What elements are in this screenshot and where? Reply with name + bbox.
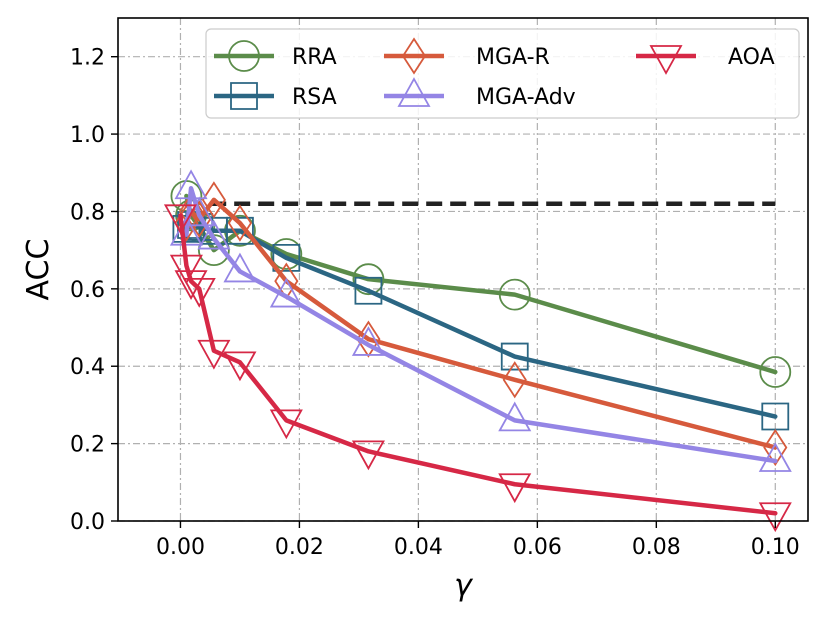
ticks-layer: 0.00 0.02 0.04 0.06 0.08 0.10 0.0 0.2 0.4 0.6 0.8 1… bbox=[70, 46, 800, 560]
legend-marker bbox=[228, 40, 260, 72]
data-point-mga-adv bbox=[351, 326, 385, 356]
y-axis-label: ACC bbox=[21, 239, 56, 301]
data-point-aoa bbox=[174, 270, 208, 300]
y-tick-label: 1.0 bbox=[70, 123, 105, 148]
x-tick-label: 0.04 bbox=[394, 535, 443, 560]
legend-entry-rsa: RSA bbox=[214, 82, 337, 110]
legend-label: AOA bbox=[728, 45, 775, 70]
data-point-mga-adv bbox=[269, 277, 303, 308]
data-point-mga-adv bbox=[197, 219, 231, 250]
x-tick-label: 0.00 bbox=[156, 535, 205, 560]
plot-frame bbox=[117, 17, 809, 522]
data-point-mga-r bbox=[502, 361, 527, 399]
series-mga-r bbox=[174, 181, 788, 467]
series-layer bbox=[163, 169, 792, 533]
data-point-rra bbox=[270, 238, 303, 270]
data-point-aoa bbox=[182, 277, 216, 308]
y-tick-label: 0.0 bbox=[70, 510, 105, 535]
data-point-rra bbox=[759, 356, 792, 388]
data-point-mga-r bbox=[763, 428, 788, 467]
data-point-mga-adv bbox=[223, 252, 257, 283]
legend-entry-mga-adv: MGA-Adv bbox=[384, 77, 576, 110]
legend-marker bbox=[397, 77, 431, 107]
legend-marker bbox=[649, 45, 683, 75]
series-line-mga-adv bbox=[184, 185, 778, 464]
y-tick-label: 0.6 bbox=[70, 278, 105, 303]
series-line-rra bbox=[184, 193, 778, 375]
data-point-rra bbox=[498, 278, 531, 311]
data-point-rsa bbox=[761, 402, 790, 431]
data-point-aoa bbox=[269, 409, 303, 440]
legend-entry-rra: RRA bbox=[214, 40, 337, 72]
data-point-aoa bbox=[163, 204, 197, 235]
legend-marker bbox=[401, 37, 427, 75]
legend-label: MGA-R bbox=[476, 45, 550, 70]
x-axis-label: γ bbox=[454, 568, 474, 603]
series-mga-adv bbox=[169, 169, 792, 472]
x-tick-label: 0.06 bbox=[513, 535, 562, 560]
data-point-aoa bbox=[758, 502, 792, 533]
data-point-mga-adv bbox=[174, 169, 208, 200]
series-line-mga-r bbox=[184, 197, 778, 450]
data-point-rsa bbox=[226, 216, 254, 245]
series-line-rsa bbox=[184, 222, 778, 419]
data-point-mga-r bbox=[227, 204, 253, 242]
data-point-mga-r bbox=[356, 320, 381, 358]
legend-label: MGA-Adv bbox=[476, 85, 576, 110]
legend-box bbox=[205, 28, 800, 119]
x-tick-label: 0.08 bbox=[632, 535, 681, 560]
y-tick-label: 1.2 bbox=[70, 46, 105, 71]
data-point-aoa bbox=[351, 440, 385, 471]
data-point-rsa bbox=[354, 276, 383, 305]
legend-entry-mga-r: MGA-R bbox=[384, 37, 550, 75]
data-point-aoa bbox=[223, 351, 257, 382]
data-point-rra bbox=[352, 263, 385, 296]
legend-label: RRA bbox=[292, 45, 337, 70]
data-point-mga-adv bbox=[758, 442, 792, 472]
x-tick-label: 0.10 bbox=[751, 535, 800, 560]
y-tick-label: 0.4 bbox=[70, 355, 105, 380]
data-point-aoa bbox=[197, 339, 231, 370]
legend-label: RSA bbox=[292, 85, 337, 110]
data-point-rsa bbox=[500, 342, 529, 371]
data-point-mga-adv bbox=[498, 401, 532, 432]
data-point-aoa bbox=[498, 473, 532, 504]
y-tick-label: 0.2 bbox=[70, 433, 105, 458]
legend: RRA RSA MGA-R MGA-Adv AOA bbox=[205, 28, 800, 119]
legend-entry-aoa: AOA bbox=[636, 45, 775, 75]
data-point-aoa bbox=[169, 254, 203, 285]
legend-marker bbox=[230, 82, 258, 110]
data-point-mga-r bbox=[201, 181, 226, 219]
y-tick-label: 0.8 bbox=[70, 200, 105, 225]
series-aoa bbox=[163, 204, 792, 533]
x-tick-label: 0.02 bbox=[275, 535, 324, 560]
